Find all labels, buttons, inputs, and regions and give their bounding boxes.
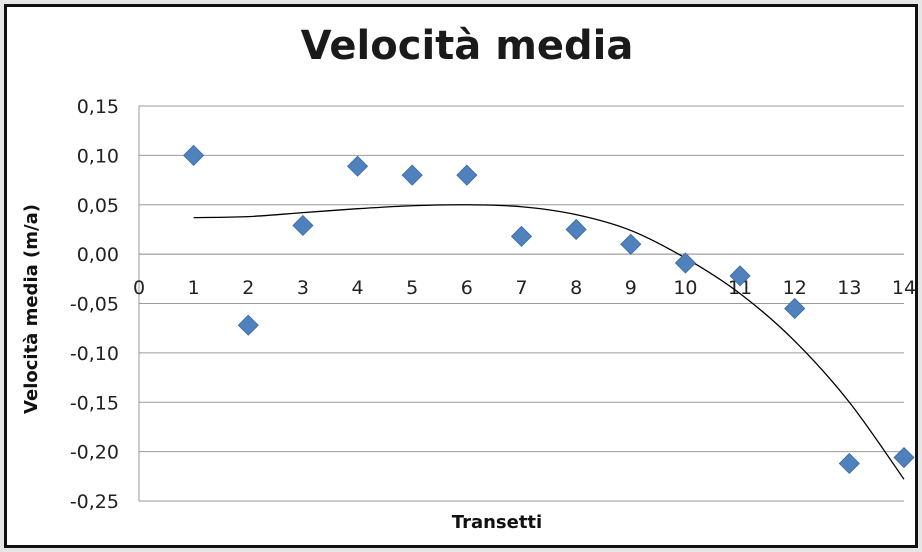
data-point (838, 452, 860, 475)
scatter-chart: Velocità media 0,15 0,10 0,05 0,00 -0,05 -0,1… (21, 23, 915, 533)
data-point (183, 144, 205, 166)
y-tick-label: -0,25 (70, 491, 119, 513)
x-tick-label: 9 (625, 277, 637, 299)
y-tick-labels: 0,15 0,10 0,05 0,00 -0,05 -0,10 -0,15 -0,20 -0,2… (70, 96, 119, 513)
y-tick-label: 0,05 (77, 195, 119, 217)
x-tick-label: 12 (783, 277, 807, 299)
x-tick-label: 0 (133, 277, 145, 299)
y-tick-label: 0,10 (77, 145, 119, 167)
y-tick-label: -0,20 (70, 442, 119, 464)
data-points (183, 144, 915, 475)
x-tick-labels: 0 1 2 3 4 5 6 7 8 9 10 11 12 13 14 (133, 277, 915, 299)
y-tick-label: 0,00 (77, 244, 119, 266)
y-tick-label: 0,15 (77, 96, 119, 118)
x-tick-label: 11 (728, 277, 752, 299)
y-axis-title: Velocità media (m/a) (21, 204, 42, 414)
data-point (347, 155, 369, 177)
x-tick-label: 2 (242, 277, 254, 299)
x-tick-label: 7 (515, 277, 527, 299)
x-tick-label: 5 (406, 277, 418, 299)
y-tick-label: -0,05 (70, 294, 119, 316)
y-tick-label: -0,15 (70, 392, 119, 414)
data-point (456, 164, 478, 186)
x-tick-label: 3 (297, 277, 309, 299)
data-point (565, 218, 587, 241)
x-axis-title: Transetti (452, 512, 542, 533)
x-tick-label: 1 (188, 277, 200, 299)
data-point (893, 446, 915, 469)
x-tick-label: 4 (352, 277, 364, 299)
data-point (784, 297, 806, 320)
chart-frame: Velocità media 0,15 0,10 0,05 0,00 -0,05 -0,1… (4, 4, 918, 548)
x-tick-label: 8 (570, 277, 582, 299)
data-point (401, 164, 423, 186)
x-tick-label: 14 (892, 277, 915, 299)
data-point (620, 233, 642, 255)
data-point (674, 252, 696, 274)
y-tick-label: -0,10 (70, 343, 119, 365)
data-point (292, 214, 314, 237)
x-tick-label: 6 (461, 277, 473, 299)
x-tick-label: 13 (837, 277, 861, 299)
trendline (193, 204, 905, 480)
data-point (729, 265, 751, 287)
chart-title: Velocità media (301, 23, 634, 69)
x-tick-label: 10 (673, 277, 697, 299)
data-point (510, 225, 533, 247)
data-point (237, 314, 259, 336)
